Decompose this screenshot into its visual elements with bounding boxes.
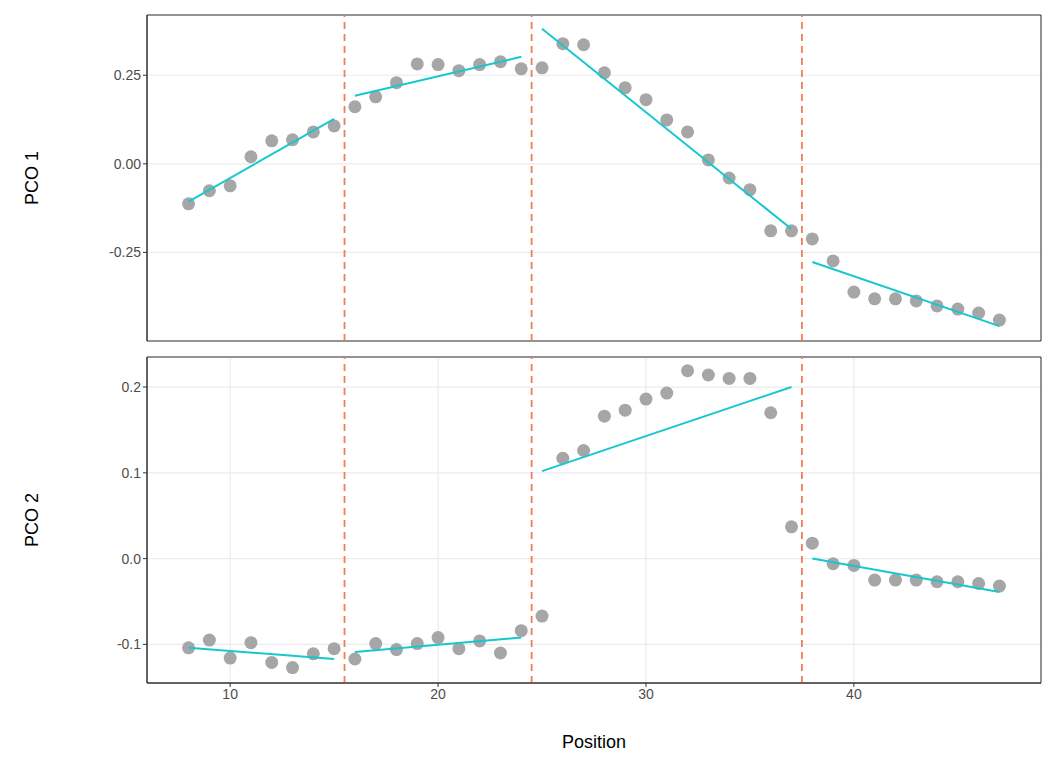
svg-text:-0.1: -0.1 xyxy=(117,636,141,652)
svg-text:0.00: 0.00 xyxy=(114,156,141,172)
svg-text:30: 30 xyxy=(638,686,654,702)
svg-text:PCO 2: PCO 2 xyxy=(22,493,42,547)
svg-text:0.1: 0.1 xyxy=(122,465,142,481)
svg-text:0.0: 0.0 xyxy=(122,551,142,567)
svg-text:20: 20 xyxy=(430,686,446,702)
svg-text:10: 10 xyxy=(222,686,238,702)
svg-text:40: 40 xyxy=(846,686,862,702)
svg-text:0.2: 0.2 xyxy=(122,379,142,395)
svg-text:0.25: 0.25 xyxy=(114,67,141,83)
svg-text:PCO 1: PCO 1 xyxy=(22,151,42,205)
svg-text:-0.25: -0.25 xyxy=(109,244,141,260)
svg-text:Position: Position xyxy=(562,732,626,752)
